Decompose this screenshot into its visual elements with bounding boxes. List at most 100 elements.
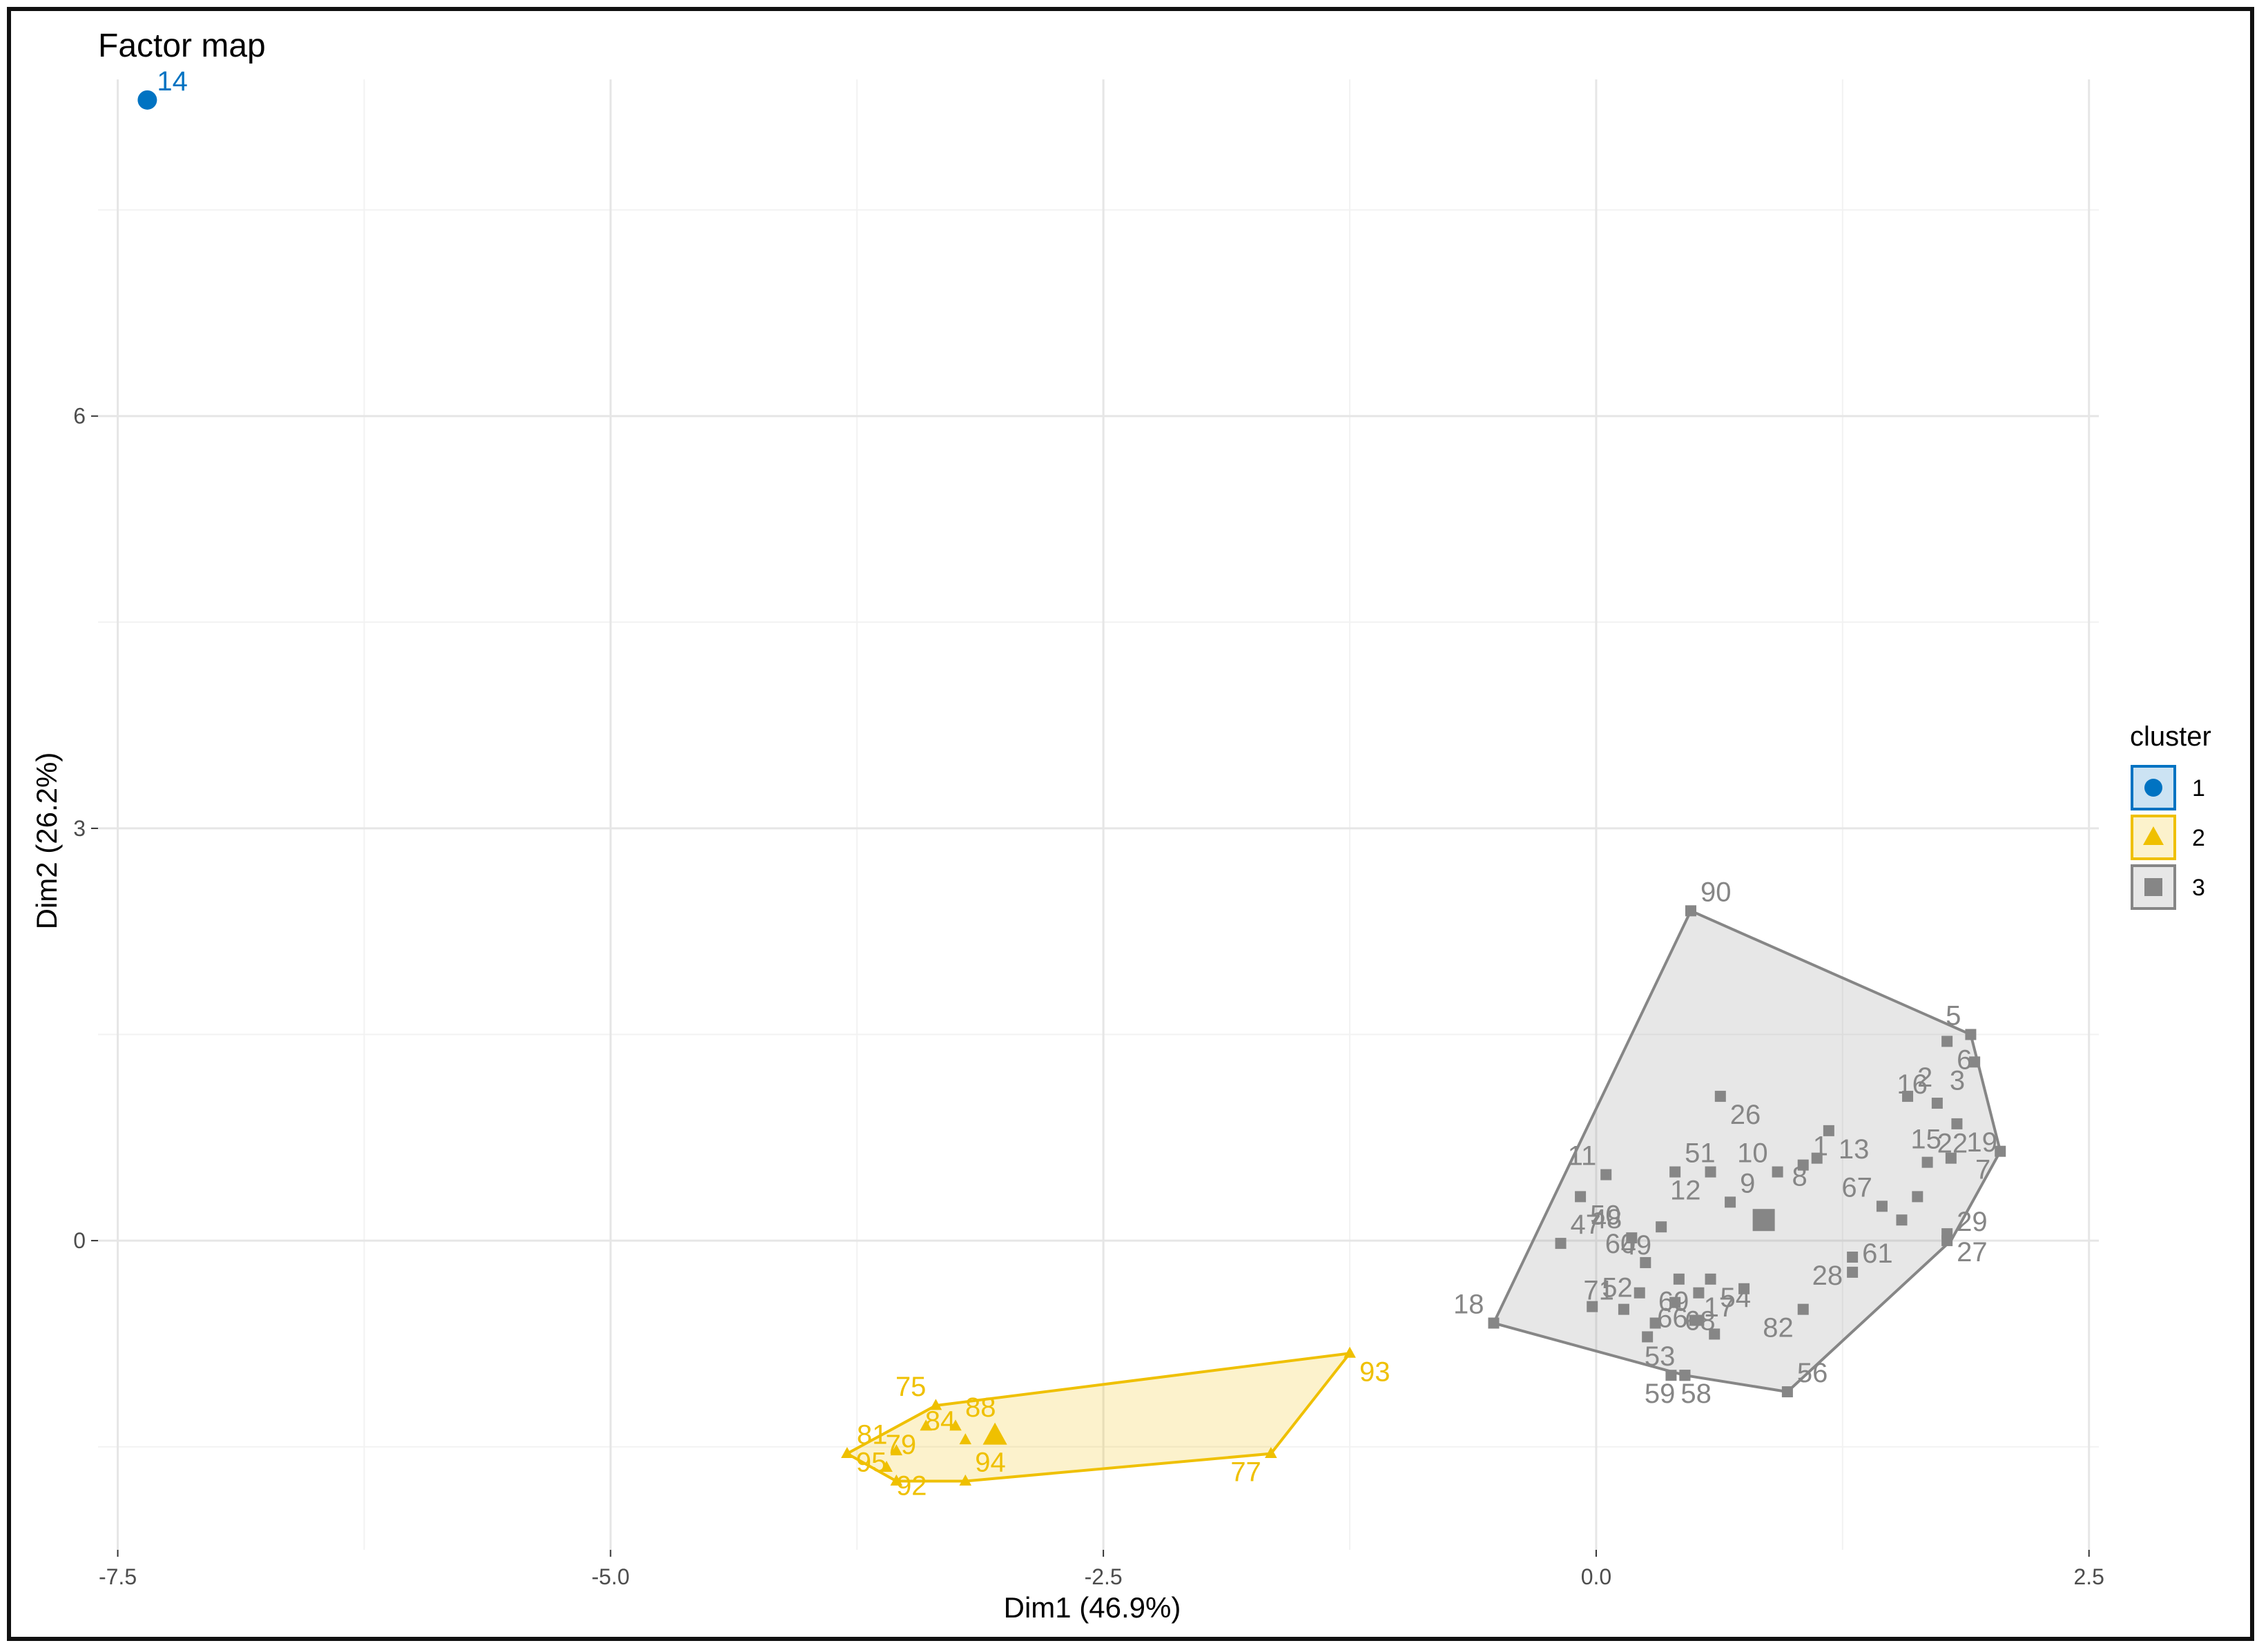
legend-label: 1 — [2192, 775, 2205, 801]
cluster-1-point — [137, 90, 157, 110]
point-label: 22 — [1937, 1129, 1968, 1159]
point-label: 75 — [895, 1372, 927, 1402]
point-label: 3 — [1950, 1065, 1965, 1096]
x-axis-title: Dim1 (46.9%) — [1004, 1591, 1181, 1624]
legend-label: 2 — [2192, 825, 2205, 851]
legend: cluster 1 2 3 — [2130, 721, 2211, 910]
cluster-3-point — [1626, 1232, 1638, 1244]
point-label: 50 — [1590, 1200, 1621, 1230]
cluster-3-point — [1965, 1029, 1977, 1040]
point-label: 92 — [896, 1471, 927, 1502]
cluster-3-point — [1921, 1156, 1933, 1168]
cluster-3-point — [1823, 1125, 1834, 1136]
cluster-3-point — [1642, 1331, 1654, 1343]
point-label: 61 — [1862, 1238, 1893, 1269]
point-label: 88 — [965, 1392, 996, 1423]
cluster-2-point — [949, 1419, 962, 1431]
legend-triangle-icon — [2143, 826, 2164, 845]
point-label: 5 — [1946, 1001, 1961, 1031]
point-label: 1 — [1813, 1131, 1828, 1162]
cluster-3-point — [1995, 1145, 2006, 1157]
cluster-3-point — [1738, 1283, 1750, 1294]
y-tick-label: 3 — [73, 816, 86, 841]
point-label: 9 — [1740, 1168, 1755, 1198]
cluster-3-point — [1685, 905, 1696, 917]
point-label: 14 — [157, 66, 188, 97]
point-label: 54 — [1721, 1283, 1752, 1313]
legend-circle-icon — [2144, 779, 2162, 797]
cluster-3-point — [1575, 1191, 1587, 1203]
chart-frame — [7, 7, 2254, 1641]
y-tick-label: 0 — [73, 1228, 86, 1253]
legend-key-3 — [2131, 864, 2176, 910]
point-label: 59 — [1645, 1379, 1676, 1409]
cluster-3-point — [1673, 1273, 1685, 1285]
point-label: 51 — [1685, 1138, 1716, 1169]
point-label: 93 — [1359, 1357, 1390, 1387]
cluster-3-point — [1634, 1287, 1645, 1299]
cluster-3-point — [1902, 1091, 1914, 1102]
chart-title: Factor map — [98, 28, 266, 64]
cluster-2-point — [1265, 1447, 1277, 1459]
y-axis-title: Dim2 (26.2%) — [30, 752, 63, 930]
cluster-3-point — [1705, 1166, 1716, 1178]
cluster-3-point — [1693, 1287, 1705, 1299]
x-tick-label: -5.0 — [592, 1564, 630, 1589]
point-label: 52 — [1602, 1273, 1633, 1303]
cluster-3-hull — [1491, 908, 2002, 1394]
grid-lines — [98, 79, 2099, 1550]
cluster-3-point — [1847, 1251, 1859, 1263]
cluster-2-point — [880, 1460, 893, 1472]
cluster-3-point — [1656, 1221, 1667, 1233]
cluster-3-point — [1941, 1235, 1953, 1247]
legend-title: cluster — [2130, 721, 2211, 752]
cluster-3-point — [1693, 1314, 1705, 1326]
point-label: 58 — [1680, 1379, 1712, 1409]
cluster-2-point — [920, 1419, 932, 1431]
point-label: 48 — [1591, 1204, 1622, 1234]
point-label: 7 — [1975, 1155, 1990, 1185]
cluster-2-point — [890, 1474, 903, 1486]
point-label: 29 — [1957, 1207, 1988, 1237]
cluster-3-point — [1772, 1166, 1783, 1178]
cluster-3-point — [1797, 1159, 1809, 1171]
point-label: 18 — [1453, 1290, 1484, 1320]
cluster-3-point — [1665, 1370, 1677, 1381]
cluster-3-point — [1649, 1317, 1661, 1329]
point-label: 79 — [886, 1430, 917, 1460]
cluster-3-point — [1931, 1098, 1943, 1109]
cluster-3-point — [1811, 1152, 1823, 1164]
cluster-3-point — [1969, 1056, 1981, 1068]
cluster-3-point — [1640, 1256, 1651, 1268]
point-label: 68 — [1685, 1306, 1716, 1337]
cluster-2-point — [1344, 1346, 1356, 1358]
x-tick-label: -2.5 — [1085, 1564, 1123, 1589]
cluster-3-point — [1797, 1303, 1809, 1315]
cluster-3-point — [1555, 1238, 1567, 1250]
point-label: 16 — [1897, 1069, 1928, 1100]
point-label: 49 — [1621, 1230, 1652, 1261]
point-label: 60 — [1605, 1229, 1636, 1259]
point-label: 27 — [1957, 1237, 1988, 1267]
cluster-3-point — [1876, 1201, 1888, 1212]
cluster-3-point — [1587, 1301, 1598, 1312]
point-label: 84 — [925, 1406, 956, 1437]
cluster-3-point — [1941, 1036, 1953, 1047]
cluster-3-point — [1679, 1370, 1691, 1381]
point-label: 94 — [975, 1447, 1006, 1477]
point-label: 2 — [1917, 1062, 1932, 1093]
cluster-2-point — [929, 1399, 942, 1410]
y-axis-ticks: 0 3 6 — [73, 404, 98, 1253]
point-label: 26 — [1730, 1100, 1761, 1130]
cluster-3-point — [1847, 1266, 1859, 1278]
point-label: 81 — [857, 1420, 888, 1450]
point-label: 82 — [1763, 1313, 1794, 1343]
point-label: 12 — [1670, 1176, 1701, 1206]
cluster-3-point — [1714, 1091, 1726, 1102]
point-label: 6 — [1957, 1044, 1972, 1075]
cluster-3-point — [1896, 1214, 1908, 1226]
x-axis-ticks: -7.5 -5.0 -2.5 0.0 2.5 — [99, 1550, 2104, 1589]
cluster-3-point — [1705, 1273, 1716, 1285]
legend-key-2 — [2131, 815, 2176, 860]
